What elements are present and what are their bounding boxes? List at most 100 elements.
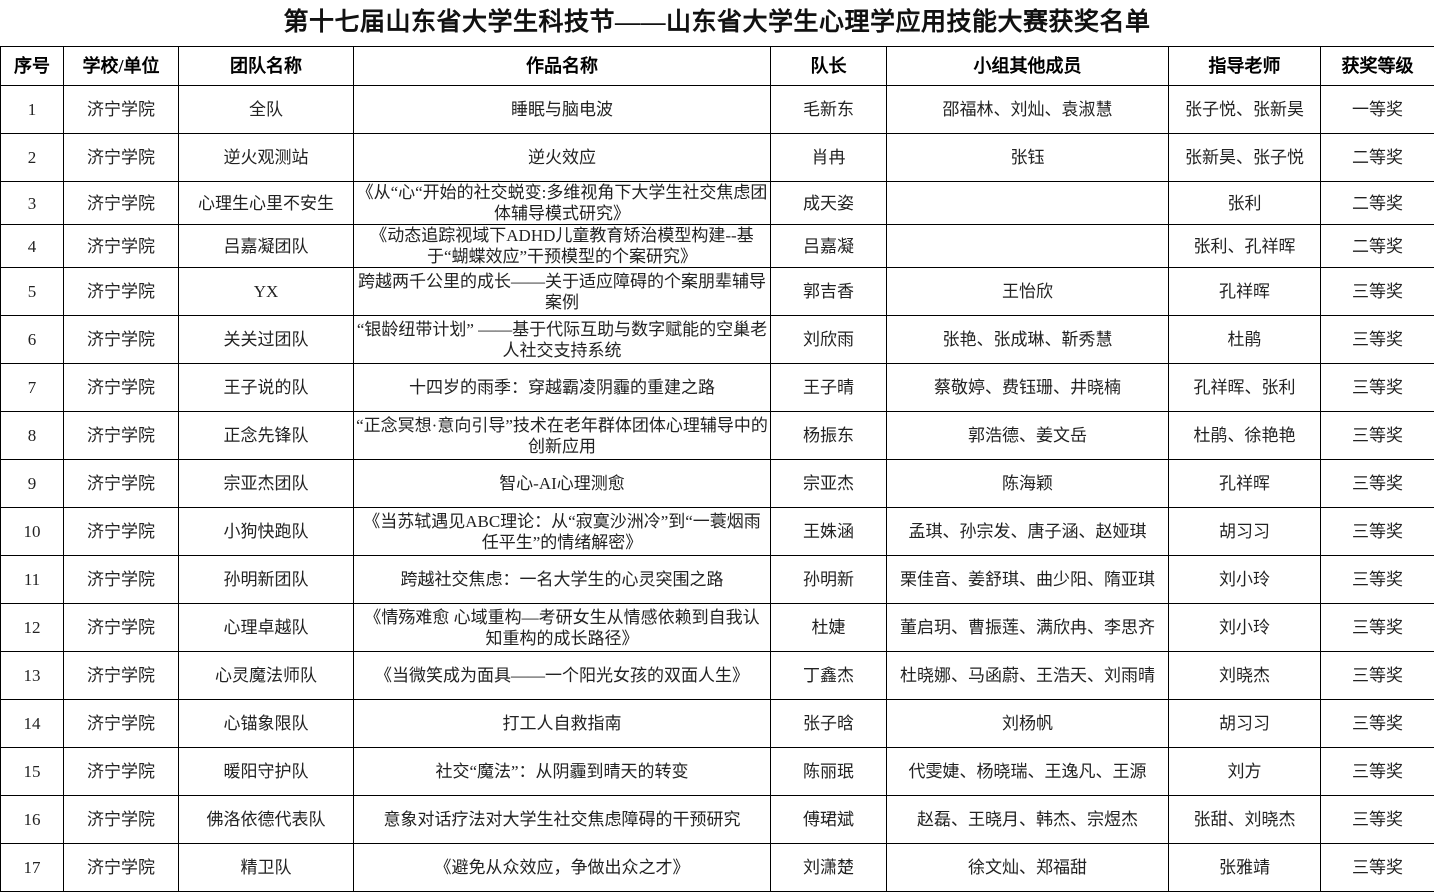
cell-school: 济宁学院 bbox=[64, 460, 179, 508]
header-award: 获奖等级 bbox=[1321, 47, 1434, 86]
cell-award: 三等奖 bbox=[1321, 460, 1434, 508]
cell-team: 宗亚杰团队 bbox=[179, 460, 354, 508]
cell-work: 《从“心“开始的社交蜕变:多维视角下大学生社交焦虑团体辅导模式研究》 bbox=[354, 182, 771, 225]
cell-captain: 张子晗 bbox=[771, 700, 887, 748]
cell-members: 董启玥、曹振莲、满欣冉、李思齐 bbox=[887, 604, 1169, 652]
cell-captain: 王子晴 bbox=[771, 364, 887, 412]
cell-index: 14 bbox=[1, 700, 64, 748]
cell-members: 邵福林、刘灿、袁淑慧 bbox=[887, 86, 1169, 134]
cell-index: 16 bbox=[1, 796, 64, 844]
cell-members: 栗佳音、姜舒琪、曲少阳、隋亚琪 bbox=[887, 556, 1169, 604]
cell-advisor: 刘小玲 bbox=[1169, 556, 1321, 604]
cell-award: 三等奖 bbox=[1321, 748, 1434, 796]
header-captain: 队长 bbox=[771, 47, 887, 86]
cell-advisor: 孔祥晖 bbox=[1169, 460, 1321, 508]
cell-team: 逆火观测站 bbox=[179, 134, 354, 182]
cell-work: 跨越两千公里的成长——关于适应障碍的个案朋辈辅导案例 bbox=[354, 268, 771, 316]
cell-team: 全队 bbox=[179, 86, 354, 134]
cell-work: 《动态追踪视域下ADHD儿童教育矫治模型构建--基于“蝴蝶效应”干预模型的个案研… bbox=[354, 225, 771, 268]
cell-team: 吕嘉凝团队 bbox=[179, 225, 354, 268]
cell-team: 小狗快跑队 bbox=[179, 508, 354, 556]
cell-members: 杜晓娜、马函蔚、王浩天、刘雨晴 bbox=[887, 652, 1169, 700]
cell-members: 徐文灿、郑福甜 bbox=[887, 844, 1169, 892]
cell-captain: 杜婕 bbox=[771, 604, 887, 652]
cell-school: 济宁学院 bbox=[64, 316, 179, 364]
cell-members: 赵磊、王晓月、韩杰、宗煜杰 bbox=[887, 796, 1169, 844]
cell-school: 济宁学院 bbox=[64, 412, 179, 460]
cell-advisor: 孔祥晖 bbox=[1169, 268, 1321, 316]
header-advisor: 指导老师 bbox=[1169, 47, 1321, 86]
cell-work: 《情殇难愈 心域重构—考研女生从情感依赖到自我认知重构的成长路径》 bbox=[354, 604, 771, 652]
cell-work: 跨越社交焦虑：一名大学生的心灵突围之路 bbox=[354, 556, 771, 604]
cell-members: 王怡欣 bbox=[887, 268, 1169, 316]
cell-work: 智心-AI心理测愈 bbox=[354, 460, 771, 508]
cell-captain: 毛新东 bbox=[771, 86, 887, 134]
cell-advisor: 刘晓杰 bbox=[1169, 652, 1321, 700]
cell-work: 《当微笑成为面具——一个阳光女孩的双面人生》 bbox=[354, 652, 771, 700]
cell-advisor: 张利、孔祥晖 bbox=[1169, 225, 1321, 268]
cell-advisor: 杜鹃 bbox=[1169, 316, 1321, 364]
cell-award: 三等奖 bbox=[1321, 652, 1434, 700]
cell-index: 1 bbox=[1, 86, 64, 134]
cell-work: 十四岁的雨季：穿越霸凌阴霾的重建之路 bbox=[354, 364, 771, 412]
cell-school: 济宁学院 bbox=[64, 508, 179, 556]
cell-captain: 陈丽珉 bbox=[771, 748, 887, 796]
cell-index: 4 bbox=[1, 225, 64, 268]
cell-captain: 成天姿 bbox=[771, 182, 887, 225]
cell-team: 心锚象限队 bbox=[179, 700, 354, 748]
cell-members: 张艳、张成琳、靳秀慧 bbox=[887, 316, 1169, 364]
cell-team: 暖阳守护队 bbox=[179, 748, 354, 796]
cell-captain: 郭吉香 bbox=[771, 268, 887, 316]
cell-school: 济宁学院 bbox=[64, 652, 179, 700]
cell-team: 心灵魔法师队 bbox=[179, 652, 354, 700]
cell-school: 济宁学院 bbox=[64, 556, 179, 604]
cell-team: 心理卓越队 bbox=[179, 604, 354, 652]
cell-school: 济宁学院 bbox=[64, 134, 179, 182]
header-team: 团队名称 bbox=[179, 47, 354, 86]
cell-award: 二等奖 bbox=[1321, 225, 1434, 268]
cell-award: 三等奖 bbox=[1321, 316, 1434, 364]
cell-members bbox=[887, 225, 1169, 268]
cell-school: 济宁学院 bbox=[64, 604, 179, 652]
cell-work: “银龄纽带计划” ——基于代际互助与数字赋能的空巢老人社交支持系统 bbox=[354, 316, 771, 364]
cell-index: 8 bbox=[1, 412, 64, 460]
cell-school: 济宁学院 bbox=[64, 700, 179, 748]
cell-advisor: 孔祥晖、张利 bbox=[1169, 364, 1321, 412]
cell-team: 精卫队 bbox=[179, 844, 354, 892]
awards-table: 序号 学校/单位 团队名称 作品名称 队长 小组其他成员 指导老师 获奖等级 1… bbox=[0, 46, 1434, 892]
cell-index: 15 bbox=[1, 748, 64, 796]
cell-team: 正念先锋队 bbox=[179, 412, 354, 460]
cell-school: 济宁学院 bbox=[64, 182, 179, 225]
cell-members: 孟琪、孙宗发、唐子涵、赵娅琪 bbox=[887, 508, 1169, 556]
header-school: 学校/单位 bbox=[64, 47, 179, 86]
cell-work: 意象对话疗法对大学生社交焦虑障碍的干预研究 bbox=[354, 796, 771, 844]
cell-index: 5 bbox=[1, 268, 64, 316]
cell-award: 三等奖 bbox=[1321, 604, 1434, 652]
cell-team: 佛洛依德代表队 bbox=[179, 796, 354, 844]
cell-advisor: 张子悦、张新昊 bbox=[1169, 86, 1321, 134]
cell-captain: 宗亚杰 bbox=[771, 460, 887, 508]
cell-index: 10 bbox=[1, 508, 64, 556]
cell-work: 社交“魔法”：从阴霾到晴天的转变 bbox=[354, 748, 771, 796]
cell-work: “正念冥想·意向引导”技术在老年群体团体心理辅导中的创新应用 bbox=[354, 412, 771, 460]
cell-award: 三等奖 bbox=[1321, 268, 1434, 316]
cell-advisor: 杜鹃、徐艳艳 bbox=[1169, 412, 1321, 460]
cell-index: 11 bbox=[1, 556, 64, 604]
header-members: 小组其他成员 bbox=[887, 47, 1169, 86]
cell-index: 2 bbox=[1, 134, 64, 182]
cell-school: 济宁学院 bbox=[64, 268, 179, 316]
cell-index: 3 bbox=[1, 182, 64, 225]
